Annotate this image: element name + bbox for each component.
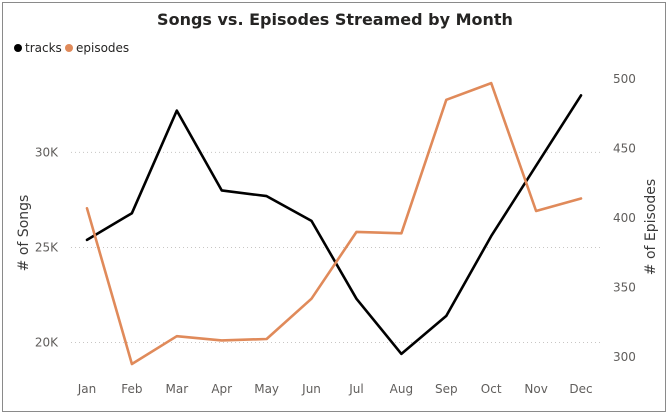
right-axis-label: # of Episodes <box>643 179 659 275</box>
legend-label-tracks: tracks <box>25 41 62 55</box>
legend-marker-episodes <box>65 44 73 52</box>
line-chart: Songs vs. Episodes Streamed by Month tra… <box>14 10 659 396</box>
x-tick-label: Jan <box>77 382 97 396</box>
right-tick-label: 300 <box>613 350 636 364</box>
right-tick-label: 400 <box>613 211 636 225</box>
x-tick-label: Mar <box>165 382 188 396</box>
legend: tracks episodes <box>14 41 129 55</box>
series-line-tracks <box>85 94 583 356</box>
x-tick-label: Oct <box>481 382 502 396</box>
x-tick-label: Jun <box>301 382 321 396</box>
right-tick-label: 450 <box>613 141 636 155</box>
right-axis-ticks: 300 350 400 450 500 <box>613 72 636 364</box>
left-axis-label: # of Songs <box>16 195 32 272</box>
left-tick-label: 25K <box>35 240 59 254</box>
x-tick-label: Nov <box>524 382 547 396</box>
left-tick-label: 20K <box>35 335 59 349</box>
legend-marker-tracks <box>14 44 22 52</box>
x-axis-ticks: Jan Feb Mar Apr May Jun Jul Aug Sep Oct Nov Dec <box>77 382 593 396</box>
legend-label-episodes: episodes <box>76 41 129 55</box>
x-tick-label: Apr <box>211 382 232 396</box>
right-tick-label: 500 <box>613 72 636 86</box>
x-tick-label: Jul <box>348 382 363 396</box>
right-tick-label: 350 <box>613 281 636 295</box>
x-tick-label: Sep <box>435 382 458 396</box>
chart-title: Songs vs. Episodes Streamed by Month <box>157 10 513 29</box>
x-tick-label: Aug <box>390 382 413 396</box>
series-lines <box>85 81 583 366</box>
gridlines <box>71 151 603 343</box>
series-line-episodes <box>85 81 583 366</box>
x-tick-label: Dec <box>569 382 592 396</box>
x-tick-label: Feb <box>121 382 142 396</box>
left-axis-ticks: 20K 25K 30K <box>35 145 59 349</box>
left-tick-label: 30K <box>35 145 59 159</box>
x-tick-label: May <box>254 382 279 396</box>
chart-frame: Songs vs. Episodes Streamed by Month tra… <box>2 2 666 412</box>
